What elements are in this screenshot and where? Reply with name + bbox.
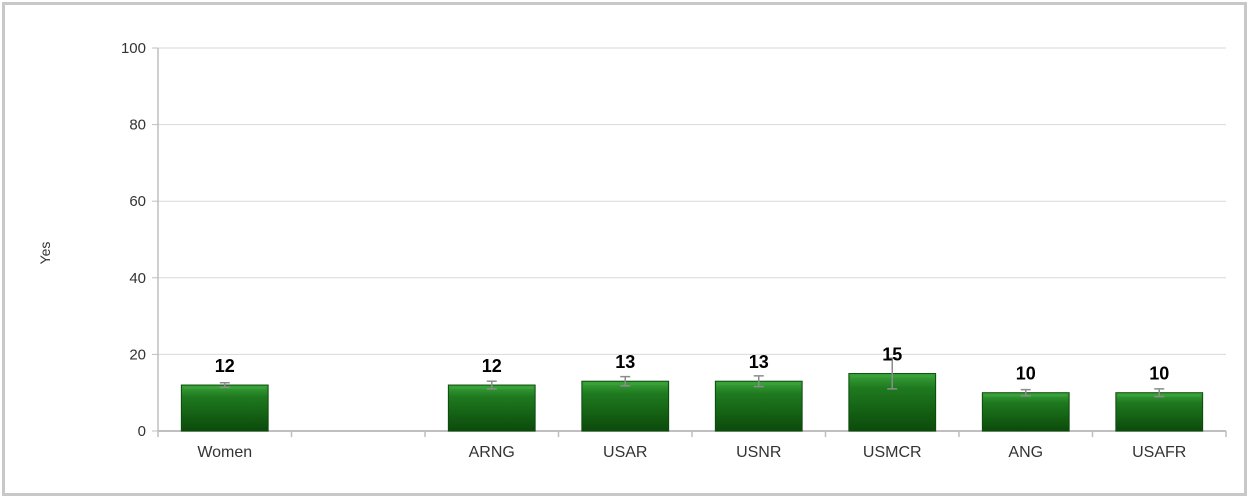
bar-ang <box>981 392 1070 432</box>
data-label-usar: 13 <box>615 352 635 372</box>
bar-arng <box>447 384 536 432</box>
bars <box>180 357 1204 432</box>
data-label-women: 12 <box>215 356 235 376</box>
y-tick-label-0: 0 <box>138 423 146 440</box>
x-tick-label-ang: ANG <box>1008 444 1043 461</box>
axes <box>152 47 1227 437</box>
y-tick-label-80: 80 <box>129 117 146 134</box>
x-tick-label-arng: ARNG <box>469 444 515 461</box>
labels: 0 20 40 60 80 100 Women 12 ARNG 12 USAR 13 USNR 13 USM… <box>121 40 1186 461</box>
x-tick-label-usnr: USNR <box>736 444 781 461</box>
bar-usnr <box>714 380 803 432</box>
data-label-usmcr: 15 <box>882 345 902 365</box>
y-tick-label-60: 60 <box>129 193 146 210</box>
bar-usafr <box>1115 392 1204 432</box>
y-tick-label-40: 40 <box>129 270 146 287</box>
data-label-usnr: 13 <box>749 352 769 372</box>
x-tick-label-women: Women <box>197 444 252 461</box>
data-label-usafr: 10 <box>1149 364 1169 384</box>
bar-women <box>180 384 269 432</box>
y-tick-label-20: 20 <box>129 346 146 363</box>
x-tick-label-usmcr: USMCR <box>863 444 922 461</box>
y-axis-title: Yes <box>37 242 53 265</box>
x-tick-label-usafr: USAFR <box>1132 444 1186 461</box>
data-label-arng: 12 <box>482 356 502 376</box>
bar-chart: 0 20 40 60 80 100 Women 12 ARNG 12 USAR 13 USNR 13 USM… <box>37 40 1227 461</box>
gridlines <box>158 47 1226 355</box>
bar-usar <box>581 380 670 432</box>
y-tick-label-100: 100 <box>121 40 146 57</box>
x-tick-label-usar: USAR <box>603 444 647 461</box>
data-label-ang: 10 <box>1016 364 1036 384</box>
